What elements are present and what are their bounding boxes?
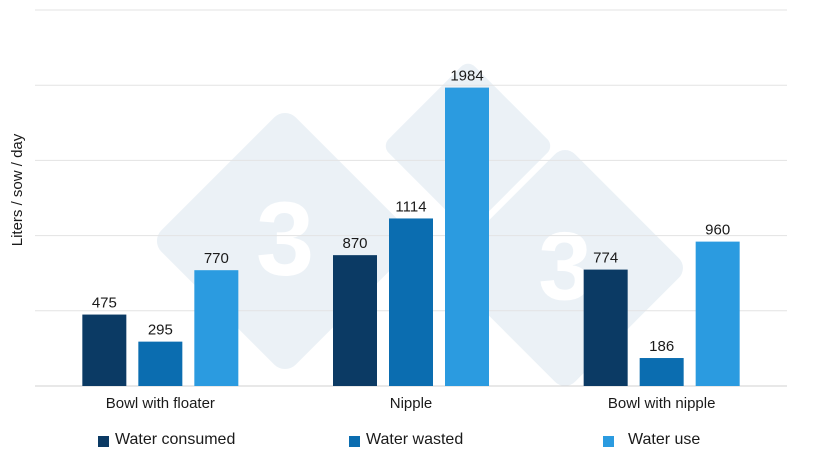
legend: Water consumed Water wasted Water use bbox=[0, 430, 820, 454]
legend-label-water-wasted: Water wasted bbox=[366, 431, 464, 448]
bar-water-wasted bbox=[639, 358, 684, 386]
data-label: 295 bbox=[148, 322, 173, 339]
legend-item-water-consumed: Water consumed bbox=[98, 430, 235, 450]
bars bbox=[82, 87, 740, 387]
bar-water-use bbox=[445, 87, 489, 387]
data-label: 770 bbox=[204, 250, 229, 267]
svg-text:3: 3 bbox=[538, 214, 592, 321]
value-labels: 475 295 770 870 1114 1984 774 186 960 bbox=[92, 68, 730, 355]
legend-label-water-use: Water use bbox=[628, 431, 701, 448]
bar-water-use bbox=[194, 270, 239, 386]
legend-swatch-water-consumed bbox=[98, 436, 109, 447]
bar-water-wasted bbox=[138, 341, 183, 386]
legend-label-water-consumed: Water consumed bbox=[115, 431, 236, 448]
legend-item-water-wasted: Water wasted bbox=[349, 430, 463, 450]
data-label: 870 bbox=[342, 235, 367, 252]
bar-water-consumed bbox=[333, 255, 377, 386]
category-label: Nipple bbox=[390, 395, 433, 412]
data-label: 475 bbox=[92, 295, 117, 312]
bar-water-use bbox=[695, 241, 740, 386]
category-label: Bowl with nipple bbox=[608, 395, 716, 412]
y-axis-label: Liters / sow / day bbox=[9, 133, 26, 246]
svg-text:3: 3 bbox=[256, 181, 314, 298]
bar-water-consumed bbox=[583, 269, 628, 386]
legend-swatch-water-use bbox=[603, 436, 614, 447]
category-labels: Bowl with floater Nipple Bowl with nipple bbox=[106, 395, 716, 412]
bar-water-consumed bbox=[82, 314, 127, 386]
data-label: 774 bbox=[593, 250, 618, 267]
data-label: 960 bbox=[705, 222, 730, 239]
legend-swatch-water-wasted bbox=[349, 436, 360, 447]
data-label: 186 bbox=[649, 338, 674, 355]
watermark-diamond: 3 bbox=[156, 112, 414, 370]
data-label: 1984 bbox=[450, 68, 483, 85]
legend-item-water-use: Water use bbox=[603, 430, 700, 450]
data-label: 1114 bbox=[395, 198, 426, 215]
category-label: Bowl with floater bbox=[106, 395, 215, 412]
bar-water-wasted bbox=[389, 218, 433, 386]
